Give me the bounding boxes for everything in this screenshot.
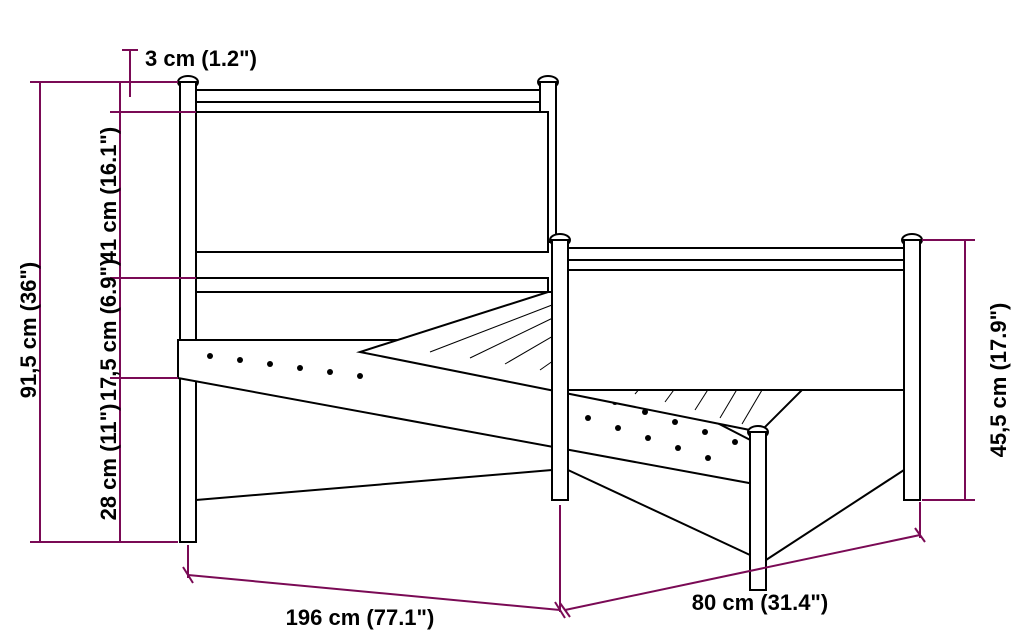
label-rail-height: 17,5 cm (6.9") — [96, 259, 121, 402]
label-headboard: 41 cm (16.1") — [96, 127, 121, 263]
label-width: 80 cm (31.4") — [692, 590, 828, 615]
bed-dimension-diagram: 91,5 cm (36") 3 cm (1.2") 41 cm (16.1") … — [0, 0, 1020, 642]
bed-frame-outline — [178, 76, 922, 590]
label-footboard-h: 45,5 cm (17.9") — [986, 303, 1011, 458]
label-top-cap: 3 cm (1.2") — [145, 46, 257, 71]
label-total-height: 91,5 cm (36") — [16, 262, 41, 398]
label-length: 196 cm (77.1") — [286, 605, 435, 630]
label-clearance: 28 cm (11") — [96, 404, 121, 521]
